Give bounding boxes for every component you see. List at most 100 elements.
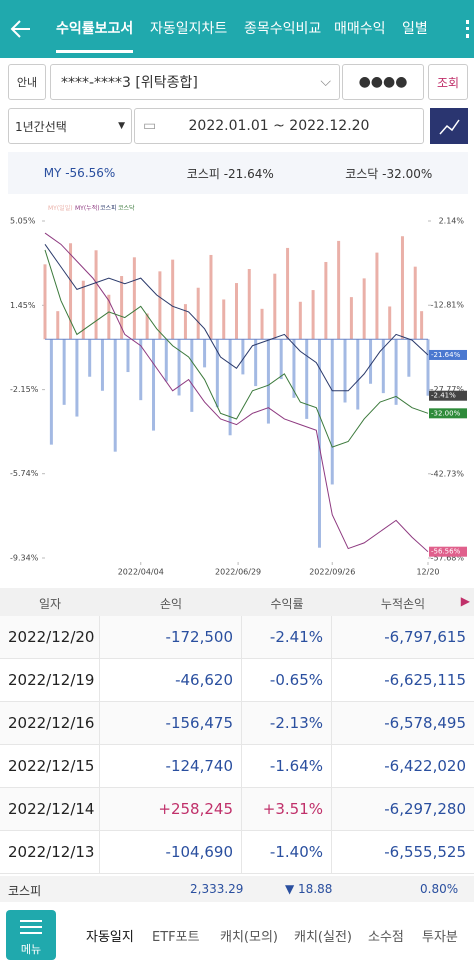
bar (177, 339, 181, 396)
legend-entry: MY(일일) (48, 204, 73, 212)
bar (43, 264, 47, 340)
series-line (44, 249, 429, 448)
nav-item[interactable]: 투자분 (422, 930, 458, 945)
table-cell: 2022/12/19 (0, 659, 100, 702)
bottom-nav: 메뉴 자동일지 ETF포트 캐치(모의) 캐치(실전) 소수점 투자분 (0, 904, 474, 965)
bar (330, 339, 334, 485)
nav-item[interactable]: 캐치(모의) (220, 930, 278, 945)
bar (190, 339, 194, 412)
x-tick-label: 12/20 (416, 568, 439, 577)
bar (394, 339, 398, 405)
bar (69, 243, 73, 340)
table-cell: -6,797,615 (332, 616, 474, 659)
column-header[interactable]: 수익률 (270, 597, 304, 611)
end-label-bg (429, 349, 467, 360)
bar (317, 339, 321, 548)
nav-item[interactable]: ETF포트 (152, 930, 200, 945)
menu-label: 메뉴 (20, 943, 42, 956)
table-cell: -104,690 (100, 831, 242, 874)
bar (100, 339, 104, 391)
period-select[interactable]: 1년간선택 ▼ (8, 108, 132, 144)
bar (171, 259, 175, 340)
bar (356, 339, 360, 410)
scroll-arrow[interactable]: ▶ (460, 594, 470, 608)
summary-name: MY (43, 166, 62, 180)
menu-button[interactable]: 메뉴 (6, 910, 56, 960)
summary-item: MY -56.56% (44, 166, 116, 180)
guide-button[interactable]: 안내 (8, 64, 46, 100)
password-field[interactable]: ●●●● (342, 64, 424, 100)
bar (388, 306, 392, 340)
nav-item[interactable]: 소수점 (368, 930, 404, 945)
bar (49, 339, 53, 445)
table-cell: 2022/12/15 (0, 745, 100, 788)
bar (215, 339, 219, 408)
bar (222, 299, 226, 340)
summary-item: 코스피 -21.64% (187, 165, 274, 182)
table-cell: -1.64% (242, 745, 332, 788)
table-cell: -1.40% (242, 831, 332, 874)
date-text: 2022.01.01 ~ 2022.12.20 (188, 118, 370, 134)
more-icon[interactable] (466, 20, 469, 38)
nav-item[interactable]: 캐치(실전) (294, 930, 352, 945)
y-tick-label: 1.45% (10, 301, 36, 310)
table-cell: -6,625,115 (332, 659, 474, 702)
account-text: ****-****3 [위탁종합] (61, 75, 198, 91)
bar (107, 294, 111, 340)
back-button[interactable] (8, 16, 34, 42)
summary-value: -56.56% (65, 166, 116, 180)
plot-bg (8, 202, 468, 580)
bar (139, 339, 143, 401)
bar (203, 339, 207, 368)
bar (183, 304, 187, 340)
table-cell: +258,245 (100, 788, 242, 831)
nav-tab[interactable]: 일별 (402, 21, 428, 37)
nav-tab[interactable]: 수익률보고서 (56, 18, 134, 53)
date-range[interactable]: ▭ 2022.01.01 ~ 2022.12.20 (134, 108, 424, 144)
bar (228, 339, 232, 436)
column-header[interactable]: 누적손익 (380, 597, 426, 611)
bar (349, 297, 353, 340)
table-cell: -172,500 (100, 616, 242, 659)
nav-item[interactable]: 자동일지 (86, 930, 134, 945)
nav-tab[interactable]: 자동일지차트 (150, 21, 228, 37)
bar (164, 339, 168, 382)
nav-tab[interactable]: 종목수익비교 (244, 21, 322, 37)
summary-name: 코스닥 (345, 166, 379, 181)
table-cell: 2022/12/16 (0, 702, 100, 745)
bar (337, 240, 341, 340)
search-button[interactable]: 조회 (428, 64, 468, 100)
bar (381, 339, 385, 394)
period-text: 1년간선택 (15, 119, 67, 134)
y-tick-label: -2.15% (10, 385, 39, 394)
table-cell: -156,475 (100, 702, 242, 745)
bar (94, 250, 98, 340)
table-cell: -0.65% (242, 659, 332, 702)
menu-icon (20, 920, 42, 934)
bar (260, 308, 264, 340)
account-select[interactable]: ****-****3 [위탁종합] ⌵ (50, 64, 340, 100)
bar (81, 280, 85, 340)
bar (235, 283, 238, 340)
bar (362, 278, 366, 340)
bar (62, 339, 66, 405)
table-cell: 2022/12/13 (0, 831, 100, 874)
bar (75, 339, 79, 417)
y2-tick-label: -27.77% (431, 385, 465, 394)
table-cell: -6,422,020 (332, 745, 474, 788)
end-label-bg (429, 390, 467, 401)
bar (375, 252, 379, 340)
nav-tab[interactable]: 매매수익 (334, 21, 386, 37)
y2-tick-label: -12.81% (431, 301, 465, 310)
y-tick-label: -5.74% (10, 469, 39, 478)
column-header[interactable]: 손익 (159, 597, 183, 611)
chart-button[interactable] (430, 108, 468, 144)
summary-value: -32.00% (382, 166, 433, 181)
column-header[interactable]: 일자 (38, 597, 62, 611)
table-cell: -2.13% (242, 702, 332, 745)
ticker-rate: 0.80% (420, 882, 459, 896)
bar (407, 339, 411, 377)
legend-entry: 코스닥 (118, 205, 135, 212)
dropdown-icon: ▼ (118, 121, 125, 131)
